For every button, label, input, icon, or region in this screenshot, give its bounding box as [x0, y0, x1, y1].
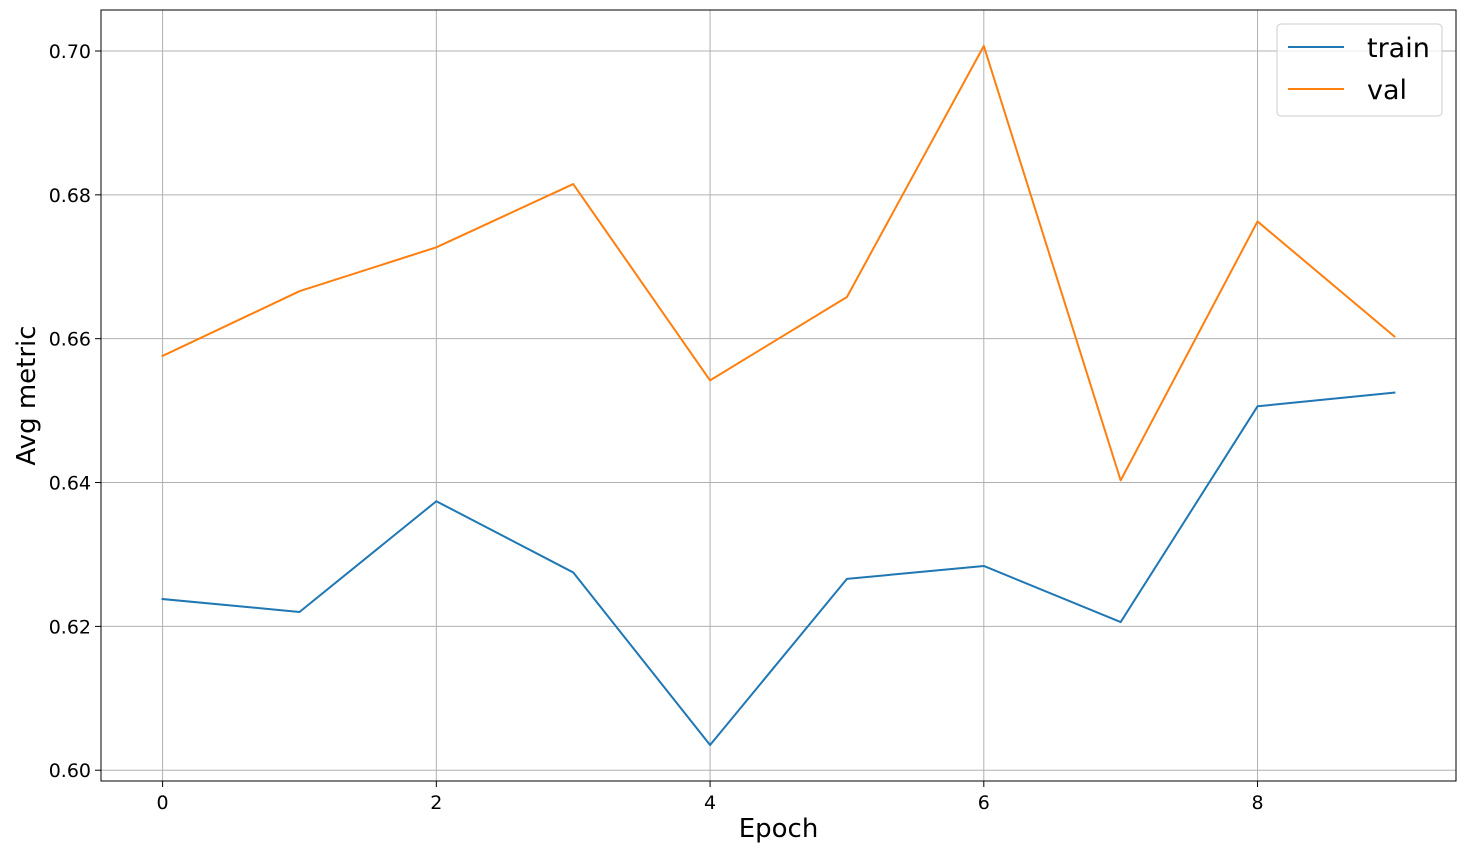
legend-label-val: val: [1367, 75, 1407, 106]
x-tick-label: 4: [704, 792, 716, 814]
plot-frame: [100, 9, 1457, 782]
y-axis-label: Avg metric: [12, 325, 42, 465]
x-axis-label: Epoch: [739, 814, 819, 844]
y-tick-label: 0.62: [49, 616, 91, 638]
series-lines: [161, 44, 1396, 747]
x-tick-label: 0: [157, 792, 169, 814]
y-tick-label: 0.66: [49, 329, 91, 351]
grid: [101, 10, 1456, 781]
y-tick-label: 0.70: [49, 41, 91, 63]
series-line-train: [161, 391, 1396, 747]
x-tick-label: 6: [978, 792, 990, 814]
axis-ticks: 0 2 4 6 8 0.60 0.62 0.64 0.66 0.68 0.70: [49, 41, 1264, 814]
x-tick-label: 8: [1251, 792, 1263, 814]
y-tick-label: 0.64: [49, 473, 91, 495]
legend-label-train: train: [1367, 33, 1430, 64]
legend: train val: [1276, 23, 1443, 117]
y-tick-label: 0.60: [49, 760, 91, 782]
series-line-val: [161, 44, 1396, 482]
x-tick-label: 2: [430, 792, 442, 814]
y-tick-label: 0.68: [49, 185, 91, 207]
